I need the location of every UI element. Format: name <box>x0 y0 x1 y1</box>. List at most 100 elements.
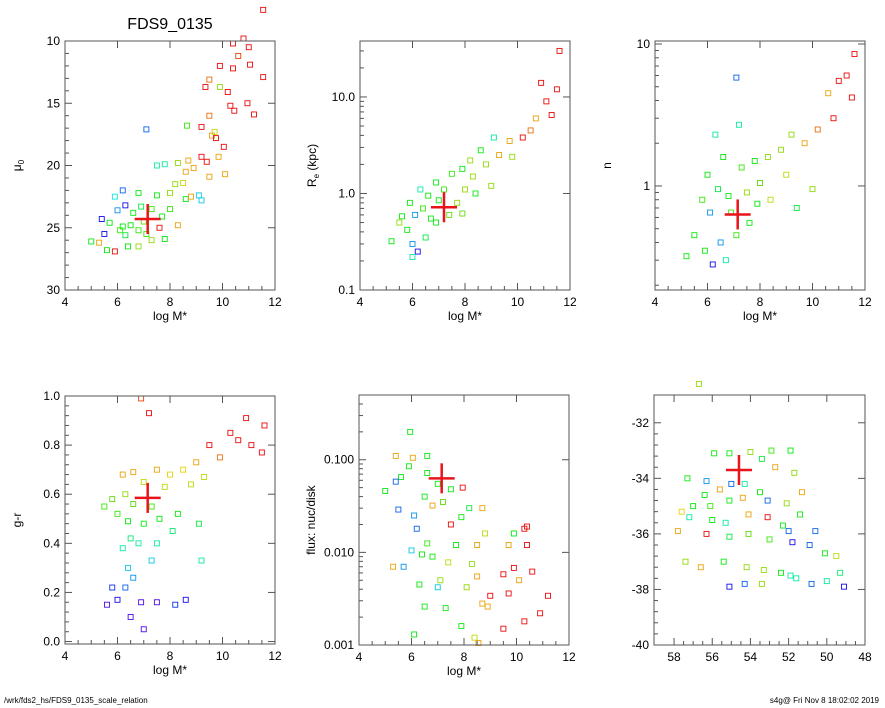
data-point <box>788 131 795 138</box>
y-tick-label: 0.4 <box>43 536 60 550</box>
data-point <box>180 179 187 186</box>
x-tick-label: 4 <box>356 650 363 664</box>
data-point <box>823 578 830 585</box>
y-tick-label: -34 <box>632 471 650 485</box>
data-point <box>130 469 137 476</box>
data-point <box>167 189 173 196</box>
y-tick-label: 30 <box>47 283 61 297</box>
panel-2: 4 6 8 10 12 0.1 1.0 10.0 log M* Re (kpc) <box>305 40 577 323</box>
data-point <box>797 511 804 518</box>
data-point <box>510 530 517 537</box>
x-tick-label: 6 <box>409 295 416 309</box>
data-point <box>808 580 815 587</box>
data-point <box>707 503 714 510</box>
data-point <box>231 107 238 114</box>
data-point <box>747 448 754 455</box>
x-tick-label: 12 <box>858 295 872 309</box>
data-point <box>726 450 733 457</box>
data-point <box>127 535 134 542</box>
data-point <box>174 510 181 517</box>
data-point <box>701 247 708 254</box>
data-point <box>156 224 163 231</box>
data-point <box>496 152 503 159</box>
data-point <box>767 196 774 203</box>
data-point <box>216 62 223 69</box>
data-point <box>793 205 800 211</box>
data-point <box>479 505 486 512</box>
data-point <box>195 520 202 527</box>
plot-frame <box>359 40 571 291</box>
y-tick-label: 1.0 <box>338 186 355 200</box>
x-tick-label: 4 <box>62 649 69 663</box>
y-tick-label: 0.2 <box>43 585 60 599</box>
data-point <box>224 89 231 95</box>
y-axis-label-subscript: 0 <box>17 159 26 164</box>
data-point <box>182 168 189 175</box>
data-point <box>206 173 213 180</box>
data-point <box>148 557 155 564</box>
data-point <box>743 564 750 571</box>
data-point <box>538 79 545 86</box>
data-point <box>161 483 168 490</box>
y-axis-label: μ0 <box>10 159 26 171</box>
data-point <box>111 193 118 200</box>
data-point <box>764 514 771 521</box>
data-point <box>222 171 229 178</box>
data-point <box>119 545 126 552</box>
data-point <box>745 530 752 537</box>
data-point <box>505 590 512 597</box>
data-point <box>683 253 690 260</box>
data-point <box>429 553 436 560</box>
data-point <box>437 577 444 584</box>
data-point <box>122 202 129 209</box>
data-point <box>711 450 718 457</box>
data-point <box>201 474 208 480</box>
data-point <box>778 569 784 576</box>
data-point <box>764 497 771 504</box>
data-point <box>114 596 121 603</box>
data-point <box>458 514 465 521</box>
data-point <box>697 564 704 571</box>
data-point <box>106 219 113 226</box>
data-point <box>545 592 551 599</box>
figure-title: FDS9_0135 <box>127 16 212 33</box>
data-point <box>726 583 733 590</box>
data-point <box>722 257 729 264</box>
y-tick-label: 0.6 <box>43 487 60 501</box>
data-point <box>433 219 440 226</box>
data-point <box>414 248 421 255</box>
x-tick-label: 58 <box>667 650 681 664</box>
data-point <box>421 603 428 610</box>
data-point <box>198 153 205 160</box>
data-point <box>725 193 732 199</box>
data-point <box>169 528 176 534</box>
x-tick-label: 48 <box>858 650 872 664</box>
data-point <box>193 459 200 466</box>
data-point <box>172 181 179 188</box>
data-point <box>159 213 166 220</box>
data-point <box>674 528 681 535</box>
data-point <box>712 131 719 138</box>
data-point <box>138 599 145 606</box>
data-point <box>524 542 530 548</box>
x-axis-label: log M* <box>153 309 187 323</box>
data-point <box>474 573 481 580</box>
panel-5: 4 6 8 10 12 0.001 0.010 0.100 log M* flux: nuc/di… <box>304 394 576 678</box>
data-point <box>709 517 716 523</box>
data-point <box>454 199 461 206</box>
data-point <box>153 599 160 606</box>
data-point <box>745 511 752 518</box>
data-point <box>135 189 142 196</box>
data-point <box>841 583 847 590</box>
data-point <box>109 584 116 591</box>
data-point <box>135 540 142 547</box>
panel-3: 4 6 8 10 12 1 10 log M* n <box>600 37 872 323</box>
data-point <box>783 171 790 178</box>
data-point <box>778 146 784 153</box>
data-point <box>190 165 197 171</box>
data-point <box>148 206 155 213</box>
plot-frame <box>653 394 866 646</box>
data-point <box>202 84 209 91</box>
data-point <box>825 90 832 97</box>
